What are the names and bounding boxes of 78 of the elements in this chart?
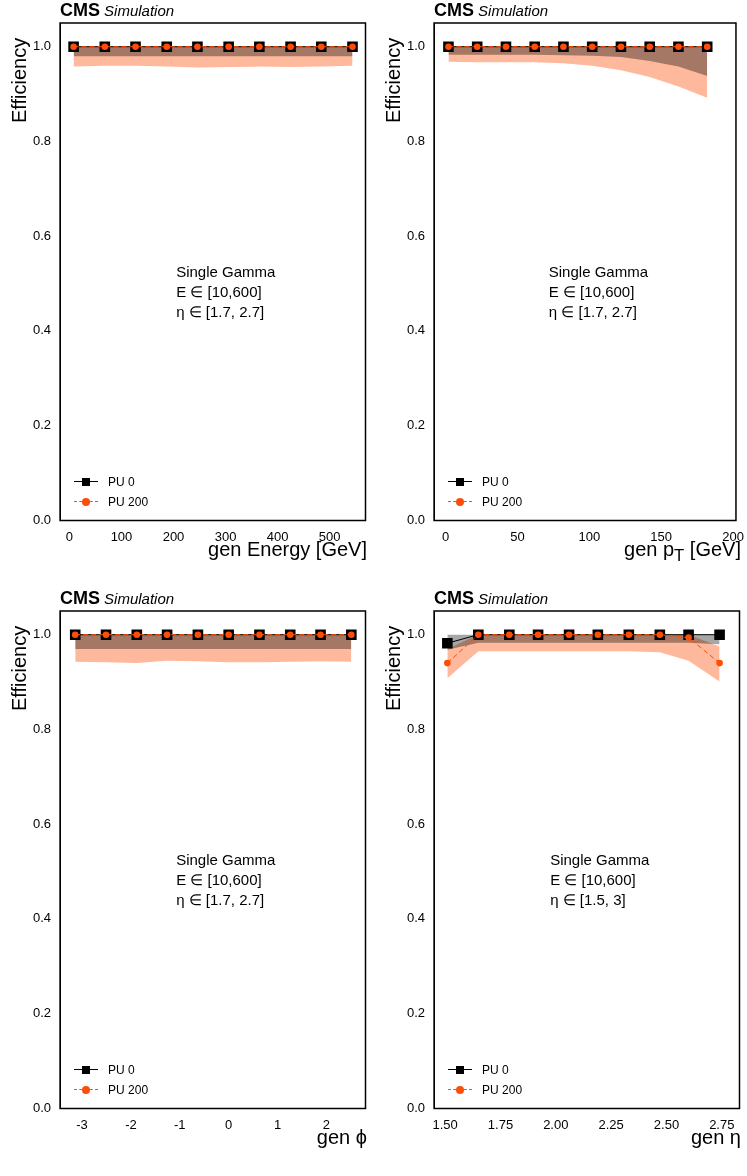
y-tick-label: 0.0 (406, 1099, 426, 1115)
y-tick-label: 0.8 (406, 721, 426, 737)
chart-subtitle: Simulation (478, 590, 549, 607)
x-tick-label: 2.25 (598, 1116, 624, 1132)
legend-label: PU 200 (108, 495, 149, 510)
y-tick-label: 0.4 (32, 910, 52, 926)
chart-subtitle: Simulation (478, 2, 549, 19)
x-tick-label: 2.50 (653, 1116, 680, 1132)
chart-title: CMS (434, 588, 475, 608)
chart-title: CMS (60, 588, 101, 608)
x-tick-label: 200 (162, 528, 185, 544)
chart-subtitle: Simulation (104, 2, 175, 19)
annotation: Single Gamma (176, 850, 276, 868)
x-tick-label: 100 (110, 528, 133, 544)
x-tick-label: -2 (125, 1116, 137, 1132)
y-tick-label: 0.4 (32, 322, 52, 338)
chart-title: CMS (434, 0, 475, 20)
x-tick-label: 1.75 (487, 1116, 514, 1132)
y-axis-title: Efficiency (8, 625, 31, 711)
x-tick-label: 2.00 (543, 1116, 569, 1132)
x-tick-label: 50 (510, 528, 525, 544)
annotation: Single Gamma (548, 262, 648, 280)
y-tick-label: 0.2 (32, 417, 52, 433)
annotation: η ∈ [1.7, 2.7] (548, 302, 637, 320)
y-axis-title: Efficiency (382, 37, 405, 123)
point (714, 629, 725, 640)
legend-label: PU 200 (482, 495, 523, 510)
x-tick-label: 400 (266, 528, 289, 544)
annotation: Single Gamma (176, 262, 276, 280)
y-tick-label: 0.4 (406, 910, 426, 926)
y-tick-label: 0.6 (406, 227, 426, 243)
chart-subtitle: Simulation (104, 590, 175, 607)
y-axis-title: Efficiency (382, 625, 405, 711)
chart-title: CMS (60, 0, 101, 20)
annotation: η ∈ [1.5, 3] (550, 890, 626, 908)
y-tick-label: 0.8 (406, 133, 426, 149)
y-tick-label: 0.2 (406, 417, 426, 433)
y-tick-label: 0.6 (32, 227, 52, 243)
legend-label: PU 0 (482, 1063, 509, 1078)
legend-label: PU 0 (108, 1063, 135, 1078)
point (444, 659, 451, 667)
annotation: E ∈ [10,600] (548, 282, 635, 300)
x-tick-label: -3 (76, 1116, 88, 1132)
x-tick-label: 0 (225, 1116, 233, 1132)
annotation: E ∈ [10,600] (550, 870, 636, 888)
legend-label: PU 0 (482, 475, 509, 490)
y-tick-label: 1.0 (32, 626, 52, 642)
x-tick-label: 100 (578, 528, 601, 544)
annotation: η ∈ [1.7, 2.7] (176, 890, 265, 908)
point (685, 634, 692, 641)
y-tick-label: 1.0 (32, 38, 52, 54)
x-tick-label: -1 (174, 1116, 186, 1132)
y-tick-label: 0.8 (32, 721, 52, 737)
y-tick-label: 0.0 (406, 511, 426, 527)
x-tick-label: 0 (441, 528, 450, 544)
point (442, 637, 453, 649)
y-tick-label: 0.0 (32, 1099, 52, 1115)
y-tick-label: 0.6 (32, 815, 52, 831)
y-tick-label: 0.8 (32, 133, 52, 149)
legend-label: PU 0 (108, 475, 135, 490)
point (716, 659, 723, 667)
y-tick-label: 1.0 (406, 626, 426, 642)
y-axis-title: Efficiency (8, 37, 31, 123)
annotation: Single Gamma (550, 850, 650, 868)
y-tick-label: 0.2 (406, 1005, 426, 1021)
x-tick-label: 1.50 (432, 1116, 458, 1132)
x-tick-label: 0 (65, 528, 74, 544)
annotation: E ∈ [10,600] (176, 282, 262, 300)
legend-label: PU 200 (108, 1083, 149, 1098)
x-tick-label: 1 (273, 1116, 282, 1132)
y-tick-label: 0.6 (406, 815, 426, 831)
y-tick-label: 0.0 (32, 511, 52, 527)
annotation: η ∈ [1.7, 2.7] (176, 302, 265, 320)
y-tick-label: 0.2 (32, 1005, 52, 1021)
y-tick-label: 1.0 (406, 38, 426, 54)
annotation: E ∈ [10,600] (176, 870, 262, 888)
y-tick-label: 0.4 (406, 322, 426, 338)
legend-label: PU 200 (482, 1083, 523, 1098)
